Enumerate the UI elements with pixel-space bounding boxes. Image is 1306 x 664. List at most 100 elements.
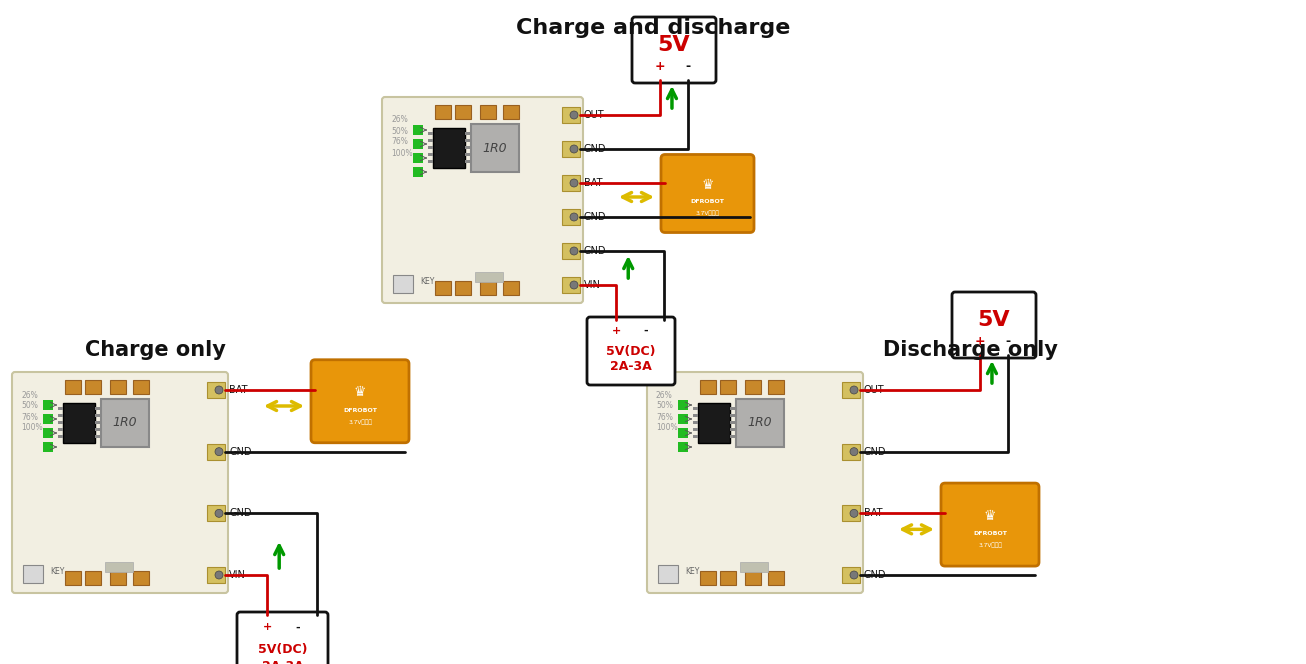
Text: GND: GND bbox=[584, 144, 606, 154]
Text: +: + bbox=[654, 60, 665, 73]
Text: 26%: 26% bbox=[21, 390, 38, 400]
Bar bbox=[206, 505, 225, 521]
Bar bbox=[206, 444, 225, 459]
Circle shape bbox=[215, 386, 223, 394]
Bar bbox=[65, 571, 81, 585]
Circle shape bbox=[569, 179, 579, 187]
Text: GND: GND bbox=[865, 447, 887, 457]
Bar bbox=[57, 407, 63, 410]
Text: 2A-3A: 2A-3A bbox=[261, 659, 303, 664]
Text: 50%: 50% bbox=[21, 402, 38, 410]
Bar bbox=[741, 562, 768, 572]
Text: -: - bbox=[1006, 335, 1011, 349]
Text: OUT: OUT bbox=[584, 110, 605, 120]
Text: -: - bbox=[295, 622, 300, 632]
Bar bbox=[730, 428, 735, 431]
Bar bbox=[658, 565, 678, 583]
Text: Charge and discharge: Charge and discharge bbox=[516, 18, 790, 38]
Text: 5V(DC): 5V(DC) bbox=[257, 643, 307, 655]
Text: 3.7V锂电池: 3.7V锂电池 bbox=[978, 542, 1002, 548]
Bar bbox=[562, 243, 580, 259]
Bar bbox=[503, 281, 518, 295]
Text: BAT: BAT bbox=[865, 509, 883, 519]
Bar bbox=[428, 146, 434, 149]
Bar bbox=[744, 380, 761, 394]
Circle shape bbox=[850, 509, 858, 517]
Text: 26%: 26% bbox=[656, 390, 673, 400]
Bar bbox=[465, 139, 470, 142]
Bar bbox=[435, 281, 451, 295]
Bar bbox=[700, 380, 716, 394]
Text: -: - bbox=[644, 326, 648, 336]
Bar bbox=[133, 380, 149, 394]
Text: GND: GND bbox=[229, 509, 252, 519]
Bar bbox=[465, 153, 470, 156]
Bar bbox=[133, 571, 149, 585]
Bar bbox=[562, 277, 580, 293]
Text: KEY: KEY bbox=[421, 278, 435, 286]
FancyBboxPatch shape bbox=[586, 317, 675, 385]
Bar bbox=[65, 380, 81, 394]
Bar bbox=[57, 421, 63, 424]
Bar bbox=[454, 281, 471, 295]
FancyBboxPatch shape bbox=[381, 97, 582, 303]
Bar bbox=[435, 105, 451, 119]
Bar bbox=[730, 407, 735, 410]
Bar bbox=[413, 139, 423, 149]
Text: DFROBOT: DFROBOT bbox=[691, 199, 725, 205]
FancyBboxPatch shape bbox=[311, 360, 409, 443]
Text: 1R0: 1R0 bbox=[483, 141, 507, 155]
Text: ♛: ♛ bbox=[701, 178, 714, 192]
Text: 50%: 50% bbox=[656, 402, 673, 410]
Text: GND: GND bbox=[229, 447, 252, 457]
Bar bbox=[465, 132, 470, 135]
Bar bbox=[206, 567, 225, 583]
Bar bbox=[481, 105, 496, 119]
FancyBboxPatch shape bbox=[942, 483, 1040, 566]
Text: 5V: 5V bbox=[658, 35, 691, 55]
Text: 2A-3A: 2A-3A bbox=[610, 360, 652, 373]
Bar bbox=[678, 428, 688, 438]
Text: +: + bbox=[974, 335, 985, 349]
Text: BAT: BAT bbox=[229, 385, 248, 395]
Bar bbox=[562, 209, 580, 225]
Text: 76%: 76% bbox=[21, 412, 38, 422]
Bar bbox=[206, 382, 225, 398]
Bar bbox=[730, 414, 735, 417]
Bar bbox=[693, 421, 697, 424]
Text: BAT: BAT bbox=[584, 178, 602, 188]
Bar bbox=[104, 562, 133, 572]
Bar bbox=[693, 407, 697, 410]
Circle shape bbox=[850, 571, 858, 579]
Bar bbox=[43, 442, 54, 452]
Bar bbox=[730, 435, 735, 438]
Bar bbox=[57, 435, 63, 438]
Bar bbox=[693, 428, 697, 431]
Bar bbox=[720, 380, 737, 394]
Bar bbox=[57, 414, 63, 417]
Bar bbox=[842, 567, 859, 583]
Text: VIN: VIN bbox=[229, 570, 246, 580]
Bar bbox=[562, 107, 580, 123]
Bar bbox=[475, 272, 503, 282]
Bar bbox=[85, 571, 101, 585]
Bar bbox=[393, 275, 413, 293]
Text: Charge only: Charge only bbox=[85, 340, 226, 360]
Bar bbox=[43, 428, 54, 438]
Bar bbox=[481, 281, 496, 295]
Bar bbox=[24, 565, 43, 583]
Text: 76%: 76% bbox=[656, 412, 673, 422]
Bar bbox=[730, 421, 735, 424]
Bar bbox=[562, 175, 580, 191]
Bar bbox=[768, 380, 784, 394]
Text: -: - bbox=[686, 60, 691, 73]
Bar bbox=[562, 141, 580, 157]
Bar bbox=[413, 153, 423, 163]
FancyBboxPatch shape bbox=[646, 372, 863, 593]
Text: 100%: 100% bbox=[656, 424, 678, 432]
Bar bbox=[85, 380, 101, 394]
Circle shape bbox=[215, 448, 223, 456]
Bar bbox=[110, 380, 125, 394]
Circle shape bbox=[215, 509, 223, 517]
Circle shape bbox=[569, 247, 579, 255]
